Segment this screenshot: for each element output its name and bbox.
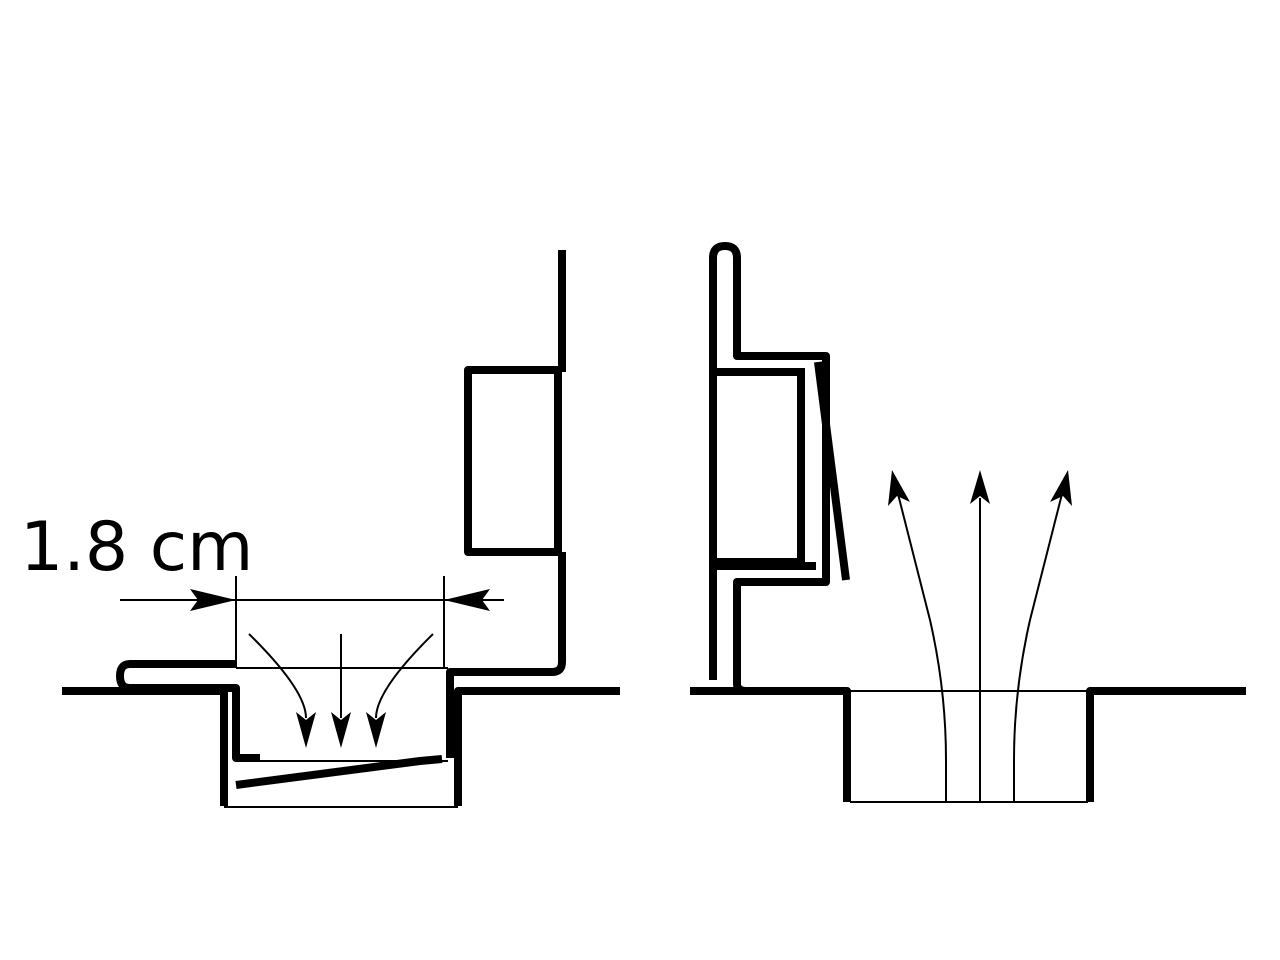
inflow-arrowhead-left bbox=[296, 712, 316, 748]
right-box bbox=[709, 368, 805, 566]
outflow-arrow-left bbox=[897, 493, 947, 802]
inflow-arrowhead-center bbox=[331, 712, 351, 748]
inflow-arrowhead-right bbox=[366, 712, 386, 748]
right-hooked-pipe bbox=[709, 242, 830, 695]
left-box bbox=[464, 366, 562, 556]
inflow-arrow-right bbox=[375, 633, 434, 719]
inflow-arrow-left bbox=[248, 633, 307, 719]
outflow-arrowhead-left bbox=[888, 470, 910, 506]
right-floor-with-recess bbox=[690, 687, 1246, 802]
right-box-frame bbox=[713, 368, 816, 570]
dimension-label: 1.8 cm bbox=[20, 508, 253, 587]
left-view: 1.8 cm bbox=[20, 250, 620, 808]
outflow-arrowhead-center bbox=[970, 470, 990, 504]
right-flap bbox=[814, 361, 850, 581]
right-recess-thin-lines bbox=[850, 690, 1088, 803]
dimension-arrow-left bbox=[190, 589, 236, 611]
dimension-arrow-right bbox=[444, 589, 490, 611]
left-wall-profile bbox=[446, 250, 566, 758]
outflow-arrowhead-right bbox=[1050, 470, 1072, 506]
right-view bbox=[690, 242, 1246, 803]
left-inner-liner bbox=[116, 660, 260, 762]
outflow-arrow-right bbox=[1013, 493, 1063, 802]
left-flap bbox=[235, 755, 443, 789]
